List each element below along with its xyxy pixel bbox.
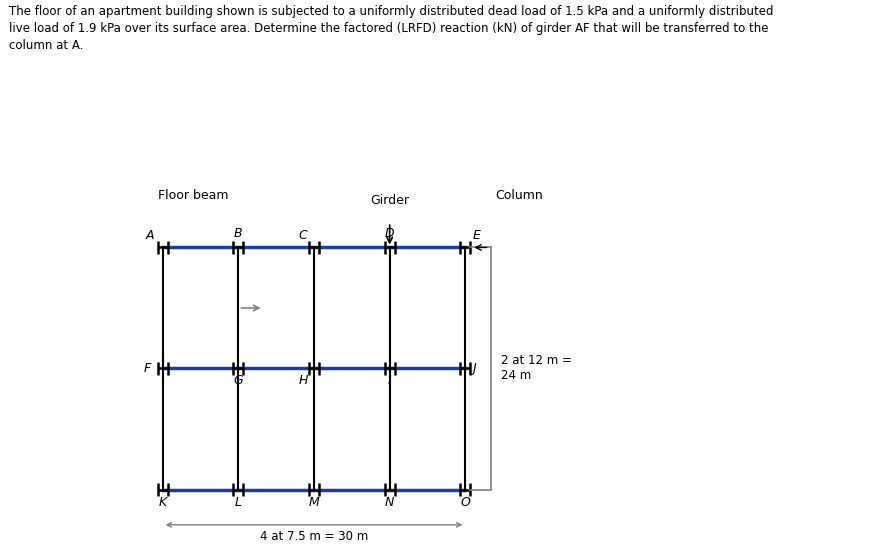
Text: A: A	[146, 229, 155, 243]
Text: 4 at 7.5 m = 30 m: 4 at 7.5 m = 30 m	[260, 530, 368, 543]
Text: Girder: Girder	[370, 194, 410, 207]
Text: J: J	[473, 362, 476, 375]
Text: O: O	[460, 495, 470, 508]
Text: H: H	[298, 373, 308, 386]
Text: B: B	[234, 227, 242, 240]
Text: C: C	[298, 229, 307, 243]
Text: G: G	[234, 373, 243, 386]
Text: M: M	[309, 495, 319, 508]
Text: Floor beam: Floor beam	[158, 189, 228, 202]
Text: F: F	[144, 362, 150, 375]
Text: N: N	[385, 495, 395, 508]
Text: L: L	[234, 495, 242, 508]
Text: Column: Column	[495, 189, 543, 202]
Text: I: I	[388, 373, 391, 386]
Text: D: D	[385, 227, 395, 240]
Text: E: E	[473, 229, 480, 243]
Text: 2 at 12 m =
24 m: 2 at 12 m = 24 m	[500, 354, 571, 383]
Text: K: K	[158, 495, 167, 508]
Text: The floor of an apartment building shown is subjected to a uniformly distributed: The floor of an apartment building shown…	[9, 5, 774, 52]
